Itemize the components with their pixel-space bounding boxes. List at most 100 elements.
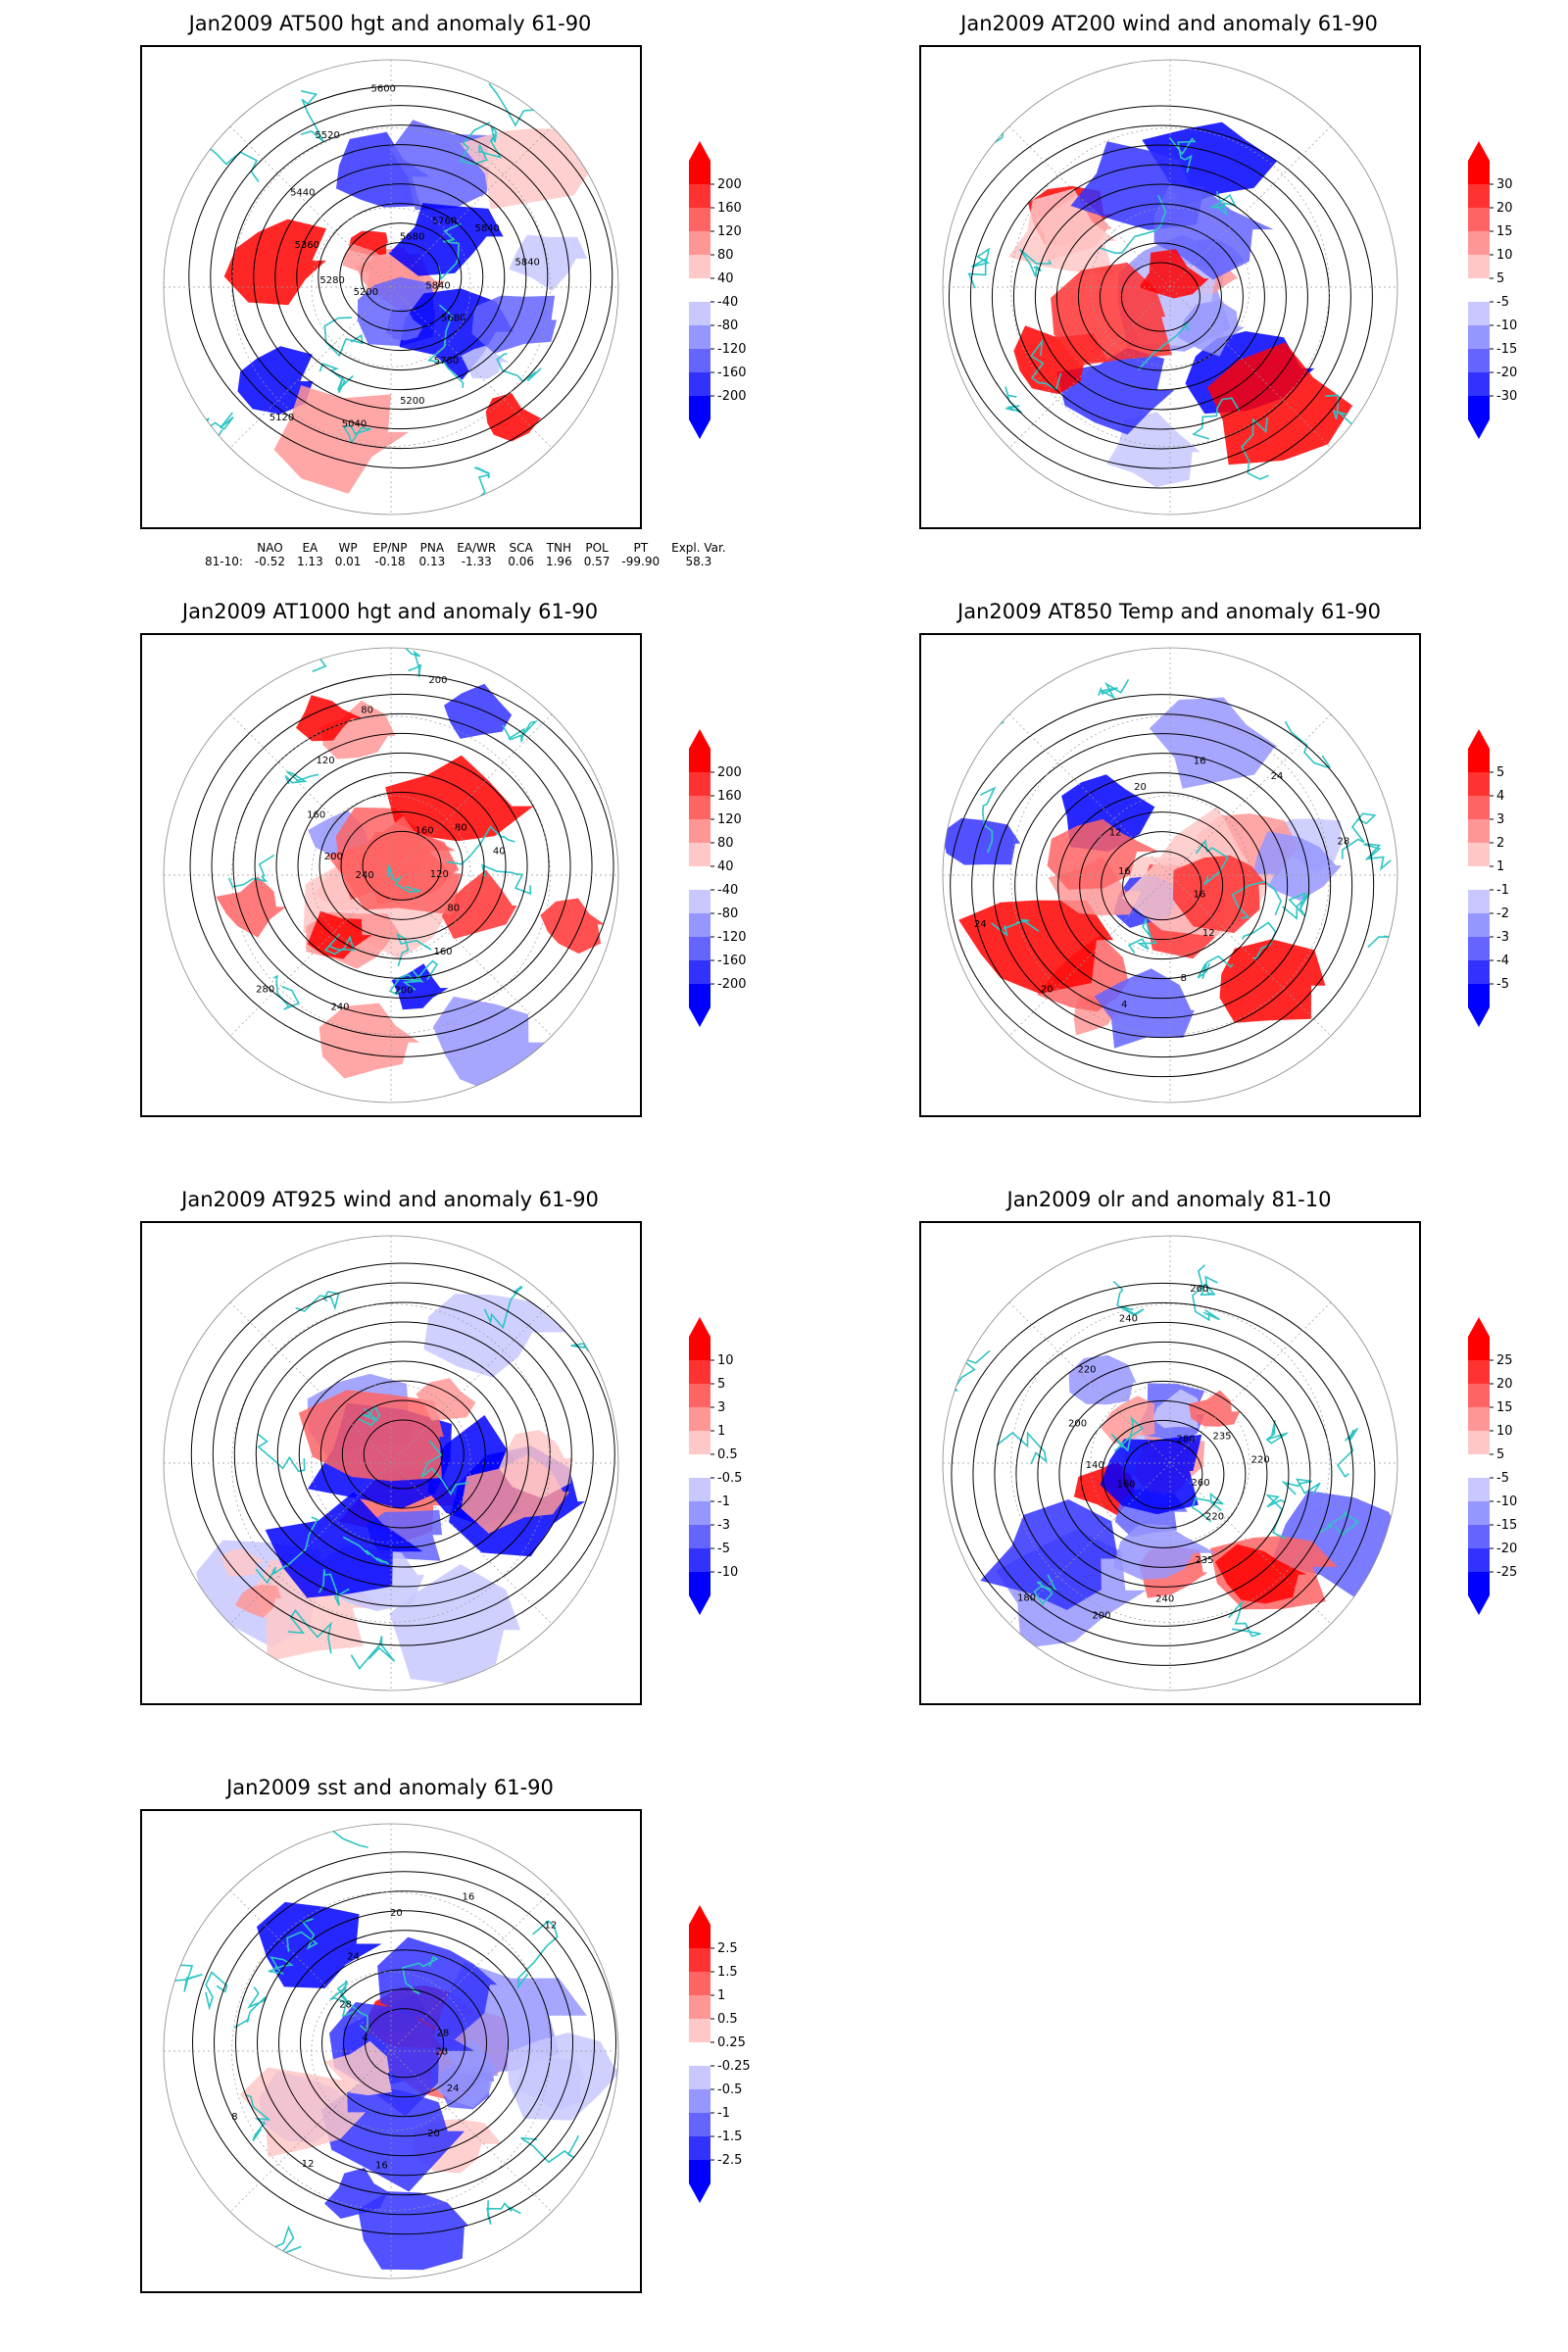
- colorbar-label: -20: [1496, 1542, 1517, 1556]
- contour-line: [190, 1262, 615, 1646]
- contour-line: [341, 1399, 465, 1509]
- contour-label: 240: [1155, 1593, 1174, 1604]
- map-svg: [942, 59, 1398, 515]
- coastline: [426, 304, 465, 388]
- coastline: [965, 690, 1004, 730]
- colorbar-swatch: [1468, 1572, 1490, 1595]
- colorbar-label: -5: [1496, 977, 1509, 992]
- colorbar-swatch: [1468, 819, 1490, 843]
- contour-line: [991, 144, 1330, 450]
- coastline: [198, 1236, 235, 1284]
- colorbar-bottom-arrow: [689, 2183, 710, 2203]
- coastline: [1228, 1601, 1261, 1638]
- colorbar-label: 0.5: [717, 2012, 738, 2027]
- coastline: [488, 82, 542, 127]
- colorbar-swatch: [689, 1525, 710, 1548]
- colorbar-label: -0.5: [717, 2082, 742, 2097]
- anomaly-shading: [1094, 968, 1195, 1049]
- contour-line: [1080, 1399, 1247, 1548]
- coastline: [943, 1349, 991, 1393]
- coastline: [211, 1636, 252, 1672]
- colorbar-label: 120: [717, 812, 742, 827]
- colorbar-label: 1: [1496, 859, 1504, 874]
- index-value: 0.57: [583, 555, 611, 568]
- colorbar-top-arrow: [1468, 141, 1490, 161]
- anomaly-shading: [1112, 1524, 1216, 1580]
- colorbar-label: 0.25: [717, 2035, 746, 2050]
- colorbar-swatch: [1468, 984, 1490, 1007]
- colorbar-label: 2: [1496, 836, 1504, 851]
- anomaly-shading: [324, 2168, 391, 2219]
- map-layer: [948, 105, 1397, 489]
- latitude-circle: [311, 795, 471, 956]
- colorbar-swatch: [689, 1337, 710, 1360]
- contour-line: [951, 1282, 1376, 1666]
- polar-map: 120 80 160 200 240 280 240 200 160 120 80 200 160 80 4…: [140, 633, 642, 1117]
- latitude-circle: [1010, 1303, 1330, 1623]
- contour-label: 140: [1086, 1460, 1104, 1471]
- contour-label: 8: [231, 2112, 237, 2123]
- colorbar-swatch: [689, 1995, 710, 2019]
- colorbar-swatch: [1468, 255, 1490, 278]
- panel-title: Jan2009 AT925 wind and anomaly 61-90: [181, 1188, 599, 1211]
- colorbar-label: -25: [1496, 1565, 1517, 1580]
- map-layer: 260 220 235 240 200 180 160 140 200 220 240 260 280 2…: [943, 1264, 1397, 1666]
- coastline: [342, 1536, 390, 1565]
- anomaly-shading: [485, 393, 542, 442]
- contour-line: [1055, 203, 1265, 391]
- anomaly-shading: [1152, 1389, 1203, 1429]
- colorbar-label: -80: [717, 906, 738, 921]
- map-layer: 16 12 8 4 20 24 16 12 20 16 24 28: [943, 678, 1397, 1078]
- contour-label: 12: [545, 1920, 558, 1931]
- index-value: 1.96: [545, 555, 572, 568]
- anomaly-shading: [980, 1499, 1118, 1610]
- contour-label: 280: [256, 984, 274, 995]
- contour-line: [318, 203, 484, 352]
- anomaly-shading: [1214, 1544, 1307, 1604]
- colorbar-label: -10: [1496, 1494, 1517, 1509]
- index-header: WP: [338, 541, 358, 555]
- colorbar-swatch: [689, 1925, 710, 1948]
- anomaly-shading: [385, 755, 534, 842]
- colorbar-swatch: [689, 772, 710, 796]
- contour-label: 5680: [400, 231, 424, 242]
- polar-map: [919, 45, 1421, 529]
- contour-label: 80: [361, 705, 373, 715]
- anomaly-shading: [1068, 1354, 1137, 1405]
- colorbar-swatch: [689, 1360, 710, 1384]
- coastline: [395, 969, 424, 991]
- colorbar-swatch: [1468, 278, 1490, 302]
- contour-line: [993, 733, 1332, 1039]
- colorbar-swatch: [689, 819, 710, 843]
- anomaly-shading: [377, 1936, 498, 2040]
- contour-line: [296, 183, 506, 371]
- anomaly-shading: [444, 683, 513, 739]
- colorbar-swatch: [689, 1431, 710, 1454]
- colorbar-label: 30: [1496, 177, 1513, 192]
- colorbar-swatch: [1468, 796, 1490, 819]
- anomaly-shading: [1100, 1434, 1202, 1515]
- contour-label: 160: [416, 826, 434, 837]
- anomaly-shading: [1047, 818, 1159, 890]
- contour-label: 5760: [432, 217, 457, 227]
- latitude-circle: [1090, 1383, 1250, 1544]
- colorbar-swatch: [689, 749, 710, 772]
- colorbar-label: 160: [717, 201, 742, 216]
- map-layer: 120 80 160 200 240 280 240 200 160 120 80 200 160 80 4…: [189, 648, 614, 1096]
- anomaly-shading: [388, 203, 504, 276]
- coastline: [318, 1569, 350, 1606]
- coastline: [980, 786, 997, 854]
- coastline: [509, 1238, 546, 1273]
- colorbar-swatch: [689, 302, 710, 325]
- contour-label: 200: [1092, 1611, 1110, 1622]
- contour-label: 160: [433, 947, 452, 957]
- colorbar-swatch: [689, 1972, 710, 1995]
- colorbar-label: -5: [717, 1542, 730, 1556]
- anomaly-shading: [298, 1390, 444, 1482]
- coastline: [350, 1636, 396, 1670]
- contour-line: [1057, 792, 1267, 980]
- coastline: [1030, 338, 1062, 391]
- contour-line: [969, 124, 1351, 469]
- contour-label: 5120: [270, 413, 294, 423]
- contour-line: [1077, 222, 1244, 371]
